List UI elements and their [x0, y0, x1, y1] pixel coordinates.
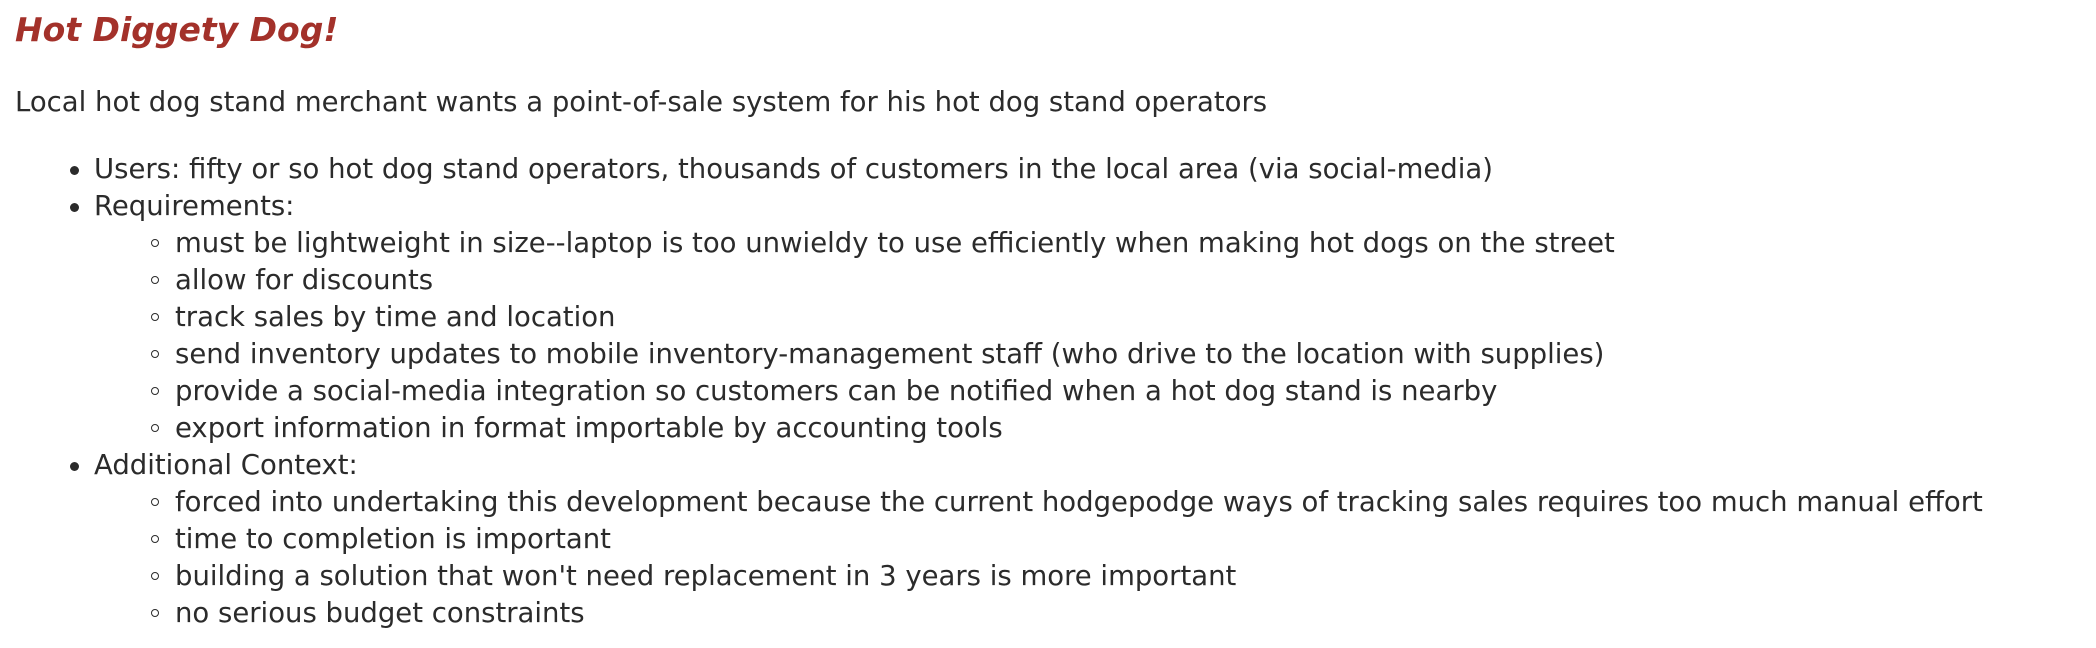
bullet-list: Users: fifty or so hot dog stand operato…	[15, 151, 2096, 632]
sublist-item: must be lightweight in size--laptop is t…	[151, 225, 2096, 262]
sublist-item: forced into undertaking this development…	[151, 484, 2096, 521]
sublist-item: export information in format importable …	[151, 410, 2096, 447]
sublist-item: time to completion is important	[151, 521, 2096, 558]
list-item-additional-context: Additional Context: forced into undertak…	[70, 447, 2096, 632]
list-item-label: Requirements:	[94, 190, 295, 222]
sublist-item: provide a social-media integration so cu…	[151, 373, 2096, 410]
sublist-item: track sales by time and location	[151, 299, 2096, 336]
list-item-label: Users: fifty or so hot dog stand operato…	[94, 153, 1493, 185]
sublist-item: allow for discounts	[151, 262, 2096, 299]
list-item-requirements: Requirements: must be lightweight in siz…	[70, 188, 2096, 447]
page-title: Hot Diggety Dog!	[15, 10, 339, 49]
document-page: Hot Diggety Dog! Local hot dog stand mer…	[15, 10, 2096, 632]
intro-paragraph: Local hot dog stand merchant wants a poi…	[15, 86, 1268, 118]
list-item-users: Users: fifty or so hot dog stand operato…	[70, 151, 2096, 188]
list-item-label: Additional Context:	[94, 449, 358, 481]
sublist-item: building a solution that won't need repl…	[151, 558, 2096, 595]
sublist-item: no serious budget constraints	[151, 595, 2096, 632]
sublist-item: send inventory updates to mobile invento…	[151, 336, 2096, 373]
additional-context-sublist: forced into undertaking this development…	[94, 484, 2096, 632]
requirements-sublist: must be lightweight in size--laptop is t…	[94, 225, 2096, 447]
